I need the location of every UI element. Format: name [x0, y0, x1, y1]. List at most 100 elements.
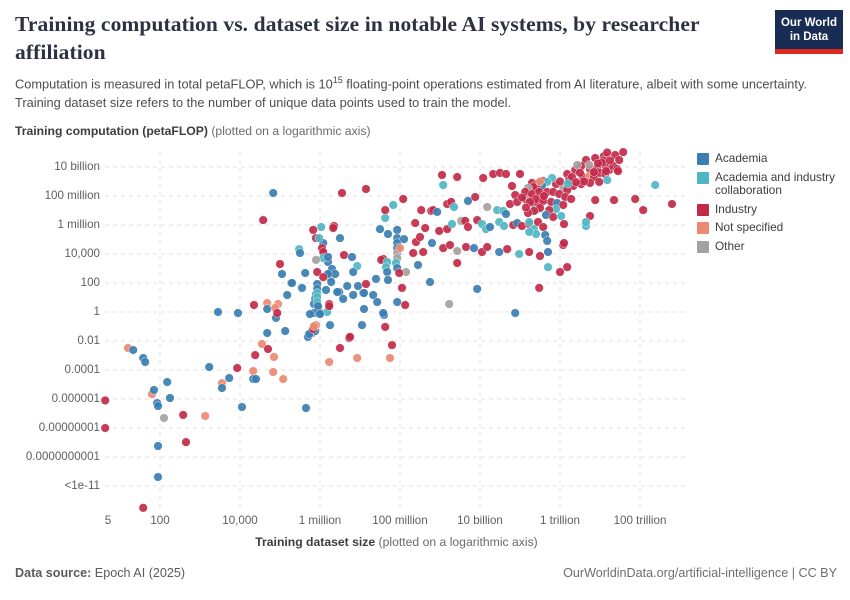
data-point[interactable] [347, 252, 357, 262]
data-point[interactable] [410, 218, 420, 228]
data-point[interactable] [397, 283, 407, 293]
data-point[interactable] [162, 377, 172, 387]
data-point[interactable] [408, 248, 418, 258]
data-point[interactable] [461, 242, 471, 252]
data-point[interactable] [181, 437, 191, 447]
data-point[interactable] [312, 267, 322, 277]
data-point[interactable] [521, 203, 531, 213]
data-point[interactable] [249, 300, 259, 310]
data-point[interactable] [602, 175, 612, 185]
data-point[interactable] [263, 344, 273, 354]
data-point[interactable] [452, 258, 462, 268]
data-point[interactable] [338, 294, 348, 304]
data-point[interactable] [571, 177, 581, 187]
data-point[interactable] [300, 268, 310, 278]
data-point[interactable] [378, 308, 388, 318]
data-point[interactable] [339, 250, 349, 260]
data-point[interactable] [542, 236, 552, 246]
data-point[interactable] [437, 170, 447, 180]
legend-item-not-specified[interactable]: Not specified [697, 221, 849, 235]
data-point[interactable] [361, 184, 371, 194]
data-point[interactable] [345, 332, 355, 342]
data-point[interactable] [153, 441, 163, 451]
data-point[interactable] [257, 339, 267, 349]
data-point[interactable] [357, 320, 367, 330]
data-point[interactable] [368, 290, 378, 300]
data-point[interactable] [630, 194, 640, 204]
data-point[interactable] [268, 367, 278, 377]
data-point[interactable] [328, 223, 338, 233]
data-point[interactable] [420, 223, 430, 233]
data-point[interactable] [316, 222, 326, 232]
data-point[interactable] [262, 328, 272, 338]
data-point[interactable] [482, 202, 492, 212]
data-point[interactable] [269, 352, 279, 362]
data-point[interactable] [438, 180, 448, 190]
data-point[interactable] [232, 363, 242, 373]
data-point[interactable] [584, 160, 594, 170]
data-point[interactable] [392, 225, 402, 235]
data-point[interactable] [575, 168, 585, 178]
data-point[interactable] [494, 247, 504, 257]
data-point[interactable] [262, 304, 272, 314]
data-point[interactable] [385, 353, 395, 363]
data-point[interactable] [309, 321, 319, 331]
data-point[interactable] [165, 393, 175, 403]
data-point[interactable] [282, 290, 292, 300]
data-point[interactable] [372, 297, 382, 307]
data-point[interactable] [425, 277, 435, 287]
data-point[interactable] [418, 247, 428, 257]
data-point[interactable] [159, 413, 169, 423]
data-point[interactable] [204, 362, 214, 372]
data-point[interactable] [305, 309, 315, 319]
data-point[interactable] [555, 267, 565, 277]
data-point[interactable] [559, 238, 569, 248]
data-point[interactable] [359, 304, 369, 314]
data-point[interactable] [314, 233, 324, 243]
data-point[interactable] [325, 320, 335, 330]
data-point[interactable] [613, 166, 623, 176]
data-point[interactable] [308, 225, 318, 235]
data-point[interactable] [413, 260, 423, 270]
data-point[interactable] [524, 217, 534, 227]
data-point[interactable] [447, 219, 457, 229]
data-point[interactable] [321, 285, 331, 295]
data-point[interactable] [556, 211, 566, 221]
data-point[interactable] [138, 503, 148, 513]
data-point[interactable] [380, 322, 390, 332]
data-point[interactable] [638, 205, 648, 215]
data-point[interactable] [400, 300, 410, 310]
data-point[interactable] [153, 472, 163, 482]
data-point[interactable] [470, 192, 480, 202]
data-point[interactable] [535, 251, 545, 261]
data-point[interactable] [472, 284, 482, 294]
data-point[interactable] [416, 205, 426, 215]
data-point[interactable] [149, 385, 159, 395]
data-point[interactable] [295, 248, 305, 258]
data-point[interactable] [478, 173, 488, 183]
data-point[interactable] [323, 252, 333, 262]
data-point[interactable] [449, 202, 459, 212]
data-point[interactable] [359, 288, 369, 298]
data-point[interactable] [335, 233, 345, 243]
data-point[interactable] [463, 196, 473, 206]
data-point[interactable] [499, 221, 509, 231]
data-point[interactable] [395, 243, 405, 253]
data-point[interactable] [382, 267, 392, 277]
data-point[interactable] [278, 374, 288, 384]
legend-item-industry[interactable]: Industry [697, 202, 849, 217]
data-point[interactable] [287, 278, 297, 288]
data-point[interactable] [515, 169, 525, 179]
data-point[interactable] [510, 308, 520, 318]
data-point[interactable] [153, 401, 163, 411]
owid-logo[interactable]: Our World in Data [775, 10, 843, 54]
data-point[interactable] [140, 357, 150, 367]
data-point[interactable] [399, 234, 409, 244]
data-point[interactable] [217, 383, 227, 393]
data-point[interactable] [128, 345, 138, 355]
data-point[interactable] [563, 179, 573, 189]
data-point[interactable] [482, 242, 492, 252]
data-point[interactable] [579, 176, 589, 186]
data-point[interactable] [100, 395, 110, 405]
data-point[interactable] [398, 194, 408, 204]
